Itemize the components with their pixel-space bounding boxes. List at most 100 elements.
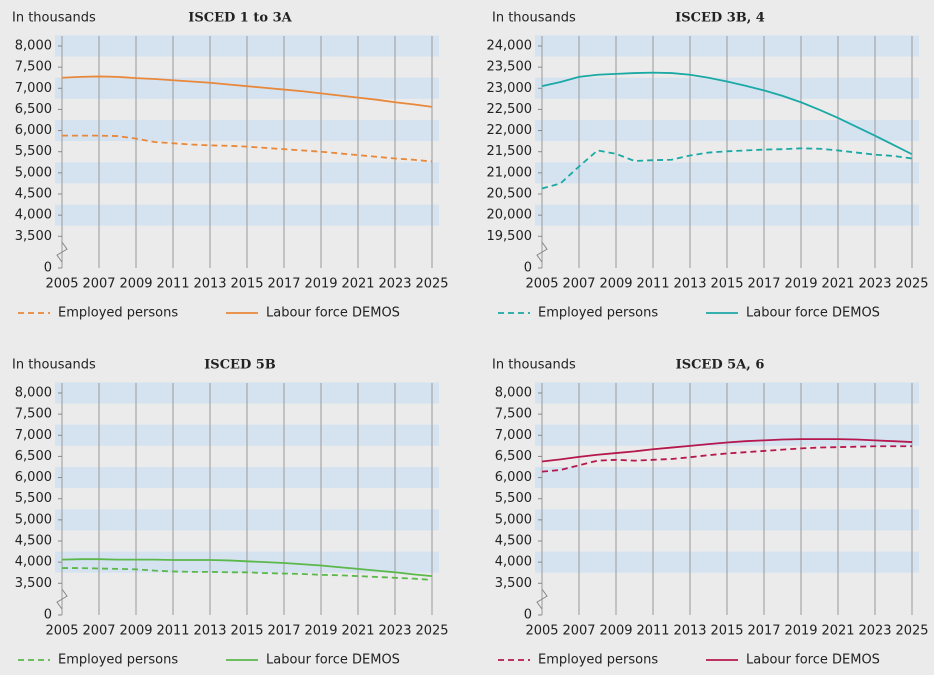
x-tick-label: 2005: [45, 624, 78, 639]
y-tick-label: 6,500: [15, 449, 52, 464]
legend-label: Labour force DEMOS: [266, 653, 400, 668]
axis-break: [56, 588, 68, 610]
y-tick-label: 21,000: [487, 165, 533, 180]
legend-label: Employed persons: [538, 306, 658, 321]
y-tick-label: 8,000: [15, 39, 52, 54]
x-tick-label: 2007: [562, 277, 595, 292]
y-tick-label: 7,000: [15, 81, 52, 96]
x-tick-label: 2025: [415, 277, 448, 292]
x-tick-label: 2005: [45, 277, 78, 292]
x-tick-label: 2021: [341, 624, 374, 639]
x-tick-label: 2021: [341, 277, 374, 292]
series-line: [541, 147, 913, 190]
chart-title: ISCED 5B: [204, 358, 276, 373]
y-tick-label: 19,500: [487, 229, 533, 244]
chart-title: ISCED 1 to 3A: [188, 11, 292, 26]
y-tick-label: 22,000: [487, 123, 533, 138]
x-tick-label: 2023: [378, 624, 411, 639]
legend-label: Employed persons: [58, 306, 178, 321]
y-tick-label: 5,000: [495, 512, 532, 527]
y-tick-label: 4,000: [495, 555, 532, 570]
chart-title: ISCED 3B, 4: [675, 11, 765, 26]
y-tick-label: 5,500: [495, 491, 532, 506]
axis-break: [56, 241, 68, 263]
y-tick-label: 20,500: [487, 187, 533, 202]
x-tick-label: 2017: [267, 277, 300, 292]
x-tick-label: 2009: [599, 624, 632, 639]
y-tick-label: 23,000: [487, 81, 533, 96]
y-tick-label: 7,000: [15, 428, 52, 443]
x-tick-label: 2011: [156, 624, 189, 639]
x-tick-label: 2009: [119, 624, 152, 639]
legend-label: Labour force DEMOS: [746, 653, 880, 668]
x-tick-label: 2009: [599, 277, 632, 292]
legend-label: Labour force DEMOS: [266, 306, 400, 321]
y-tick-label: 7,500: [15, 407, 52, 422]
y-tick-label: 5,000: [15, 165, 52, 180]
x-tick-label: 2015: [230, 277, 263, 292]
x-tick-label: 2019: [784, 277, 817, 292]
y-tick-label: 6,000: [15, 470, 52, 485]
x-tick-label: 2013: [193, 624, 226, 639]
y-tick-label: 8,000: [15, 386, 52, 401]
x-tick-label: 2025: [895, 624, 928, 639]
y-tick-label: 7,500: [15, 60, 52, 75]
x-tick-label: 2025: [415, 624, 448, 639]
axis-break: [536, 241, 548, 263]
x-tick-label: 2019: [304, 624, 337, 639]
y-tick-label: 5,000: [15, 512, 52, 527]
x-tick-label: 2009: [119, 277, 152, 292]
y-tick-label: 4,500: [15, 534, 52, 549]
x-tick-label: 2013: [673, 624, 706, 639]
x-tick-label: 2013: [673, 277, 706, 292]
x-tick-label: 2021: [821, 624, 854, 639]
series-line: [61, 558, 433, 577]
x-tick-label: 2007: [562, 624, 595, 639]
x-tick-label: 2023: [858, 624, 891, 639]
series-line: [62, 134, 433, 163]
x-tick-label: 2017: [267, 624, 300, 639]
y-tick-label: 6,500: [15, 102, 52, 117]
y-tick-label: 4,000: [15, 208, 52, 223]
y-tick-label: 5,500: [15, 491, 52, 506]
series-line: [541, 445, 912, 473]
axis-break: [536, 588, 548, 610]
x-tick-label: 2015: [710, 277, 743, 292]
series-line: [61, 75, 433, 108]
y-tick-label: 3,500: [495, 576, 532, 591]
x-tick-label: 2013: [193, 277, 226, 292]
y-tick-label: 0: [44, 608, 52, 623]
x-tick-label: 2023: [858, 277, 891, 292]
y-tick-label: 22,500: [487, 102, 533, 117]
y-tick-label: 7,000: [495, 428, 532, 443]
x-tick-label: 2005: [525, 277, 558, 292]
y-tick-label: 5,500: [15, 144, 52, 159]
y-axis-label: In thousands: [12, 358, 96, 373]
x-tick-label: 2017: [747, 277, 780, 292]
x-tick-label: 2019: [304, 277, 337, 292]
y-tick-label: 24,000: [487, 39, 533, 54]
x-tick-label: 2025: [895, 277, 928, 292]
x-tick-label: 2023: [378, 277, 411, 292]
y-tick-label: 4,500: [15, 187, 52, 202]
y-tick-label: 6,000: [15, 123, 52, 138]
series-line: [541, 438, 913, 463]
y-tick-label: 0: [524, 608, 532, 623]
x-tick-label: 2019: [784, 624, 817, 639]
y-tick-label: 3,500: [15, 576, 52, 591]
x-tick-label: 2021: [821, 277, 854, 292]
y-tick-label: 0: [44, 261, 52, 276]
series-line: [541, 71, 913, 156]
x-tick-label: 2011: [636, 624, 669, 639]
y-axis-label: In thousands: [12, 11, 96, 26]
y-axis-label: In thousands: [492, 11, 576, 26]
y-tick-label: 8,000: [495, 386, 532, 401]
legend-label: Employed persons: [538, 653, 658, 668]
y-tick-label: 23,500: [487, 60, 533, 75]
y-tick-label: 7,500: [495, 407, 532, 422]
x-tick-label: 2011: [156, 277, 189, 292]
x-tick-label: 2015: [710, 624, 743, 639]
legend-label: Labour force DEMOS: [746, 306, 880, 321]
